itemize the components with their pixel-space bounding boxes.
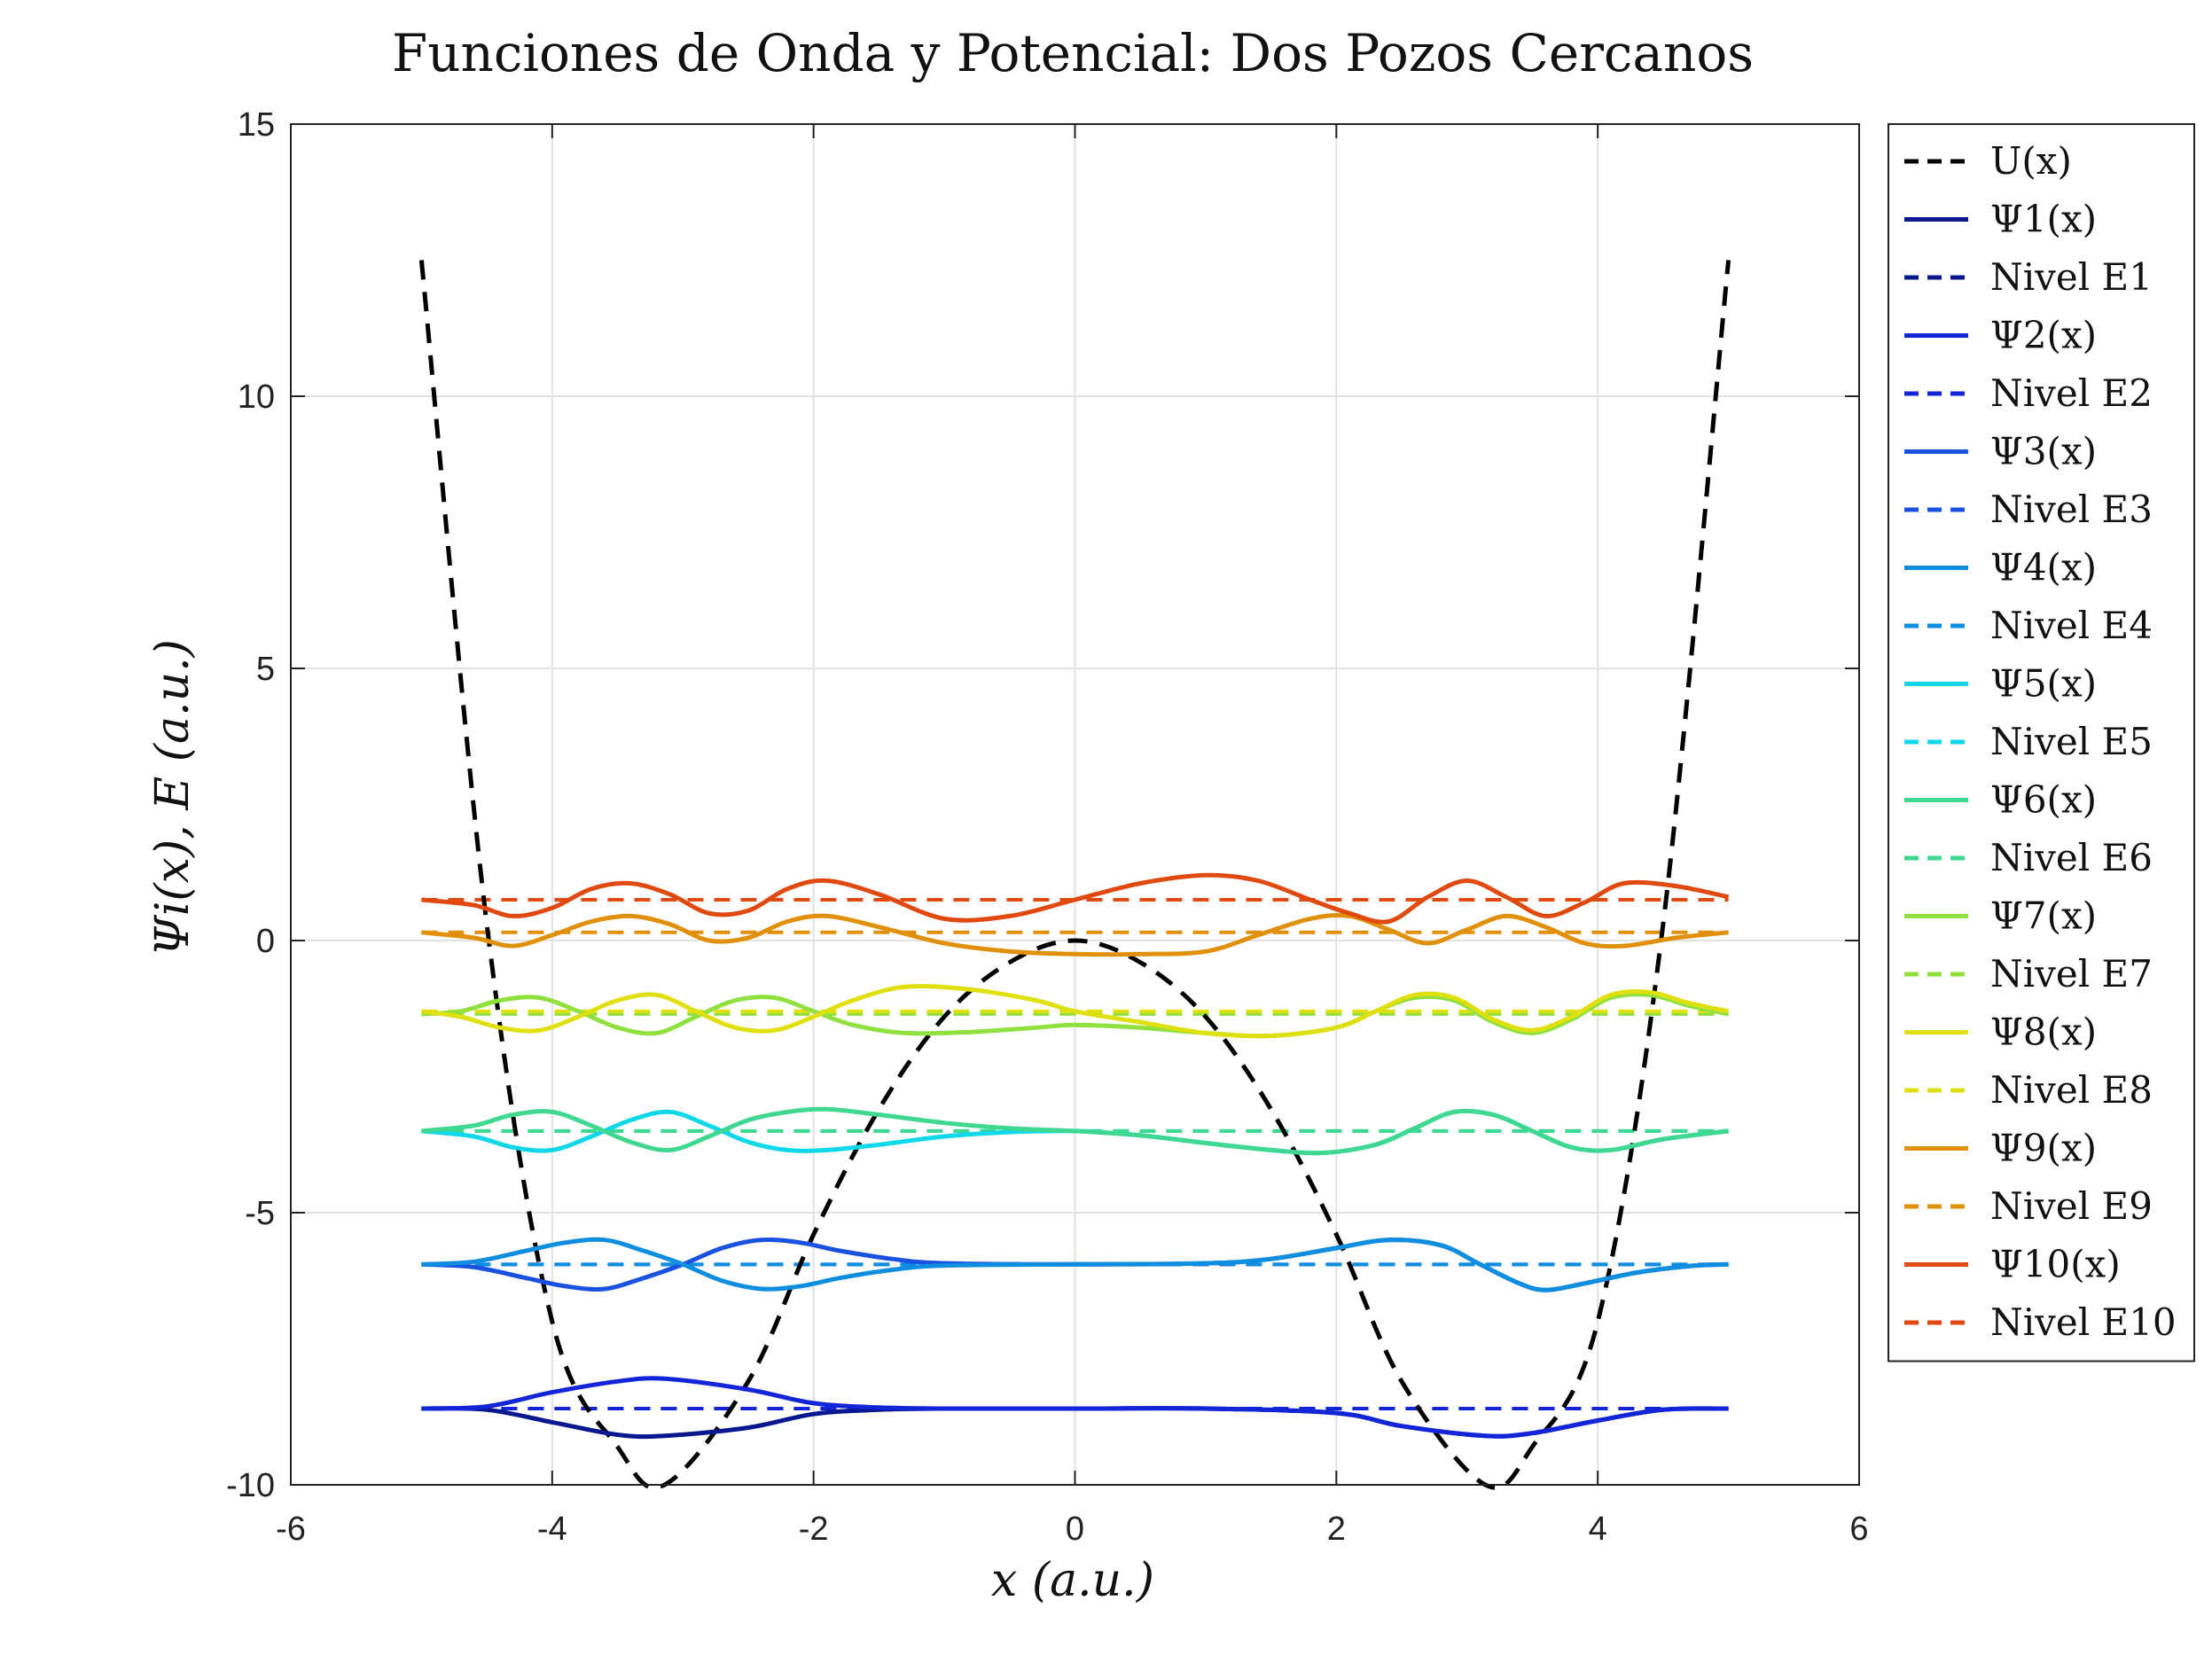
legend-label: Ψ2(x)	[1990, 314, 2097, 357]
y-tick-label: -5	[245, 1195, 275, 1232]
legend-label: Ψ4(x)	[1990, 546, 2097, 589]
wavefunction-line	[421, 992, 1730, 1039]
x-tick-label: -6	[276, 1511, 306, 1548]
legend-label: Ψ9(x)	[1990, 1127, 2097, 1170]
potential-curve	[418, 260, 1731, 1490]
wavefunction-line	[421, 1237, 1729, 1292]
potential-line	[418, 260, 1731, 1490]
wavefunction-line	[421, 1106, 1729, 1156]
y-tick-label: 0	[256, 923, 275, 960]
legend-label: Nivel E8	[1990, 1068, 2153, 1112]
x-tick-label: 4	[1589, 1511, 1607, 1548]
legend-label: Nivel E6	[1990, 836, 2153, 879]
wavefunction-line	[421, 1376, 1729, 1439]
legend-label: Nivel E3	[1990, 488, 2153, 531]
legend-label: Ψ5(x)	[1990, 662, 2097, 706]
legend: U(x) Ψ1(x) Nivel E1 Ψ2(x) Nivel E2 Ψ3(x) Nivel…	[1888, 123, 2195, 1362]
legend-label: Ψ3(x)	[1990, 430, 2097, 473]
wavefunction-line	[421, 983, 1730, 1039]
axes: -6 -4 -2 0 2 4 6 -10 -5 0 5 10 15	[226, 106, 1868, 1548]
legend-label: Ψ1(x)	[1990, 198, 2097, 241]
legend-label: Nivel E9	[1990, 1184, 2153, 1228]
legend-label: Ψ6(x)	[1990, 778, 2097, 822]
x-tick-label: 2	[1327, 1511, 1346, 1548]
x-axis-label: x (a.u.)	[991, 1554, 1154, 1607]
x-tick-label: -4	[537, 1511, 567, 1548]
chart-title: Funciones de Onda y Potencial: Dos Pozos…	[392, 23, 1754, 83]
legend-label: Ψ7(x)	[1990, 894, 2097, 938]
wavefunctions	[421, 872, 1730, 1440]
wavefunction-line	[421, 912, 1729, 957]
y-tick-label: 10	[238, 379, 275, 416]
wavefunction-line	[421, 872, 1730, 925]
x-tick-label: -2	[799, 1511, 829, 1548]
y-axis-label: Ψi(x), E (a.u.)	[146, 639, 199, 956]
x-tick-label: 6	[1849, 1511, 1868, 1548]
y-tick-label: -10	[226, 1467, 275, 1504]
legend-label: U(x)	[1990, 139, 2072, 183]
legend-label: Nivel E1	[1990, 255, 2153, 299]
y-tick-label: 15	[238, 106, 275, 144]
legend-label: Ψ10(x)	[1990, 1243, 2121, 1286]
legend-label: Nivel E7	[1990, 952, 2153, 995]
legend-label: Nivel E5	[1990, 720, 2153, 763]
legend-label: Nivel E2	[1990, 371, 2153, 415]
y-tick-label: 5	[256, 651, 275, 688]
legend-label: Nivel E4	[1990, 604, 2153, 647]
x-tick-label: 0	[1066, 1511, 1084, 1548]
legend-label: Nivel E10	[1990, 1300, 2177, 1344]
legend-label: Ψ8(x)	[1990, 1011, 2097, 1054]
grid	[290, 123, 1860, 1486]
